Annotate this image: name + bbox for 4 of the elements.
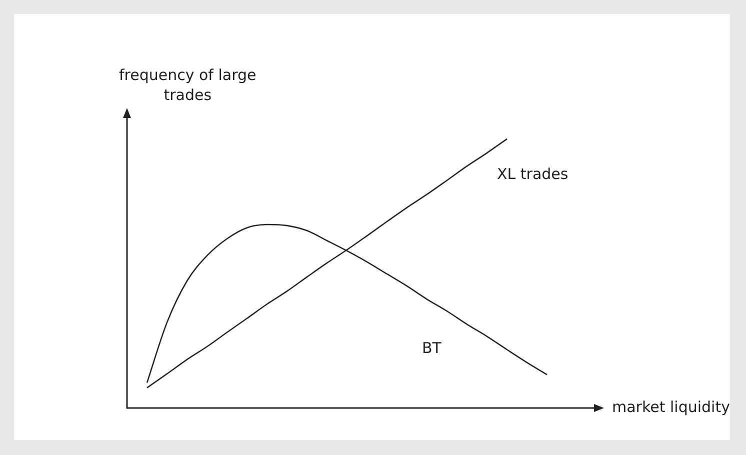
x-axis-title: market liquidity	[612, 398, 730, 416]
y-axis-title: frequency of large trades	[118, 66, 256, 104]
series-label: XL trades	[497, 164, 568, 183]
series-label: BT	[422, 339, 442, 358]
